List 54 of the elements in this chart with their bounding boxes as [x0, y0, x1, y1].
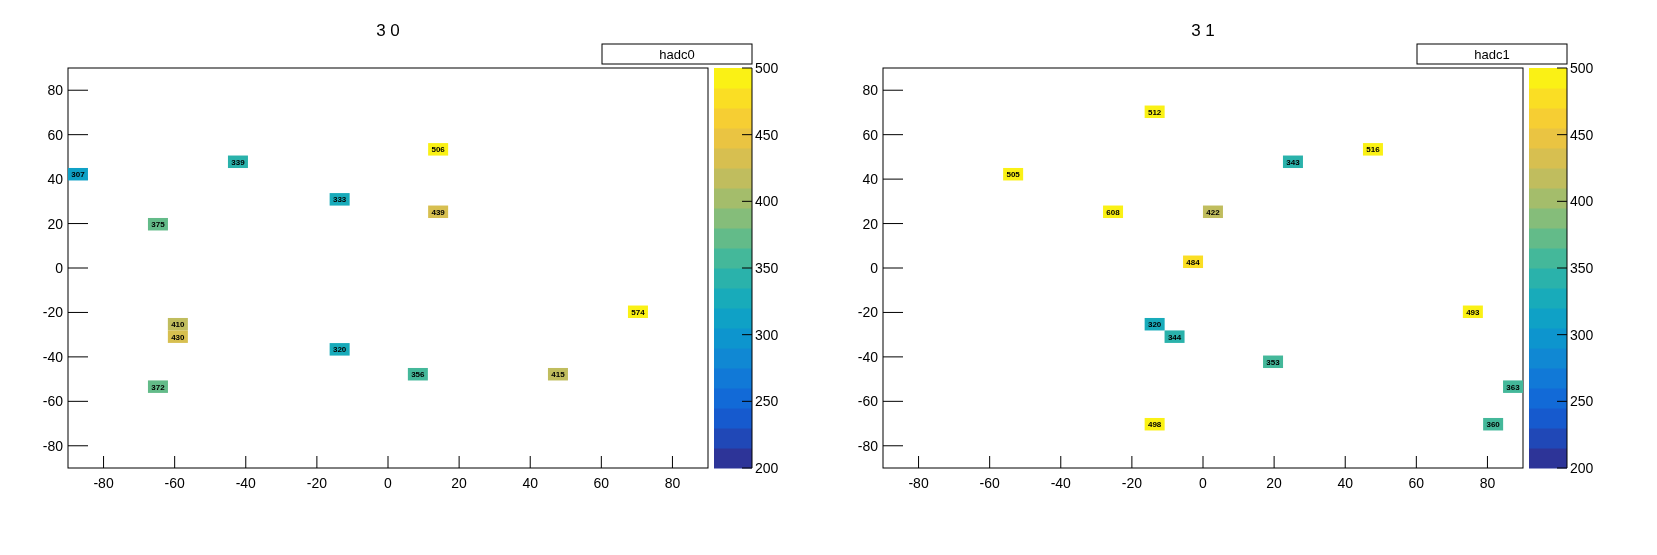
y-tick-label: -20 — [42, 304, 64, 321]
color-bar-label: 200 — [755, 460, 779, 476]
color-bar-label: 450 — [755, 126, 779, 143]
x-tick-label: -60 — [164, 475, 185, 491]
x-tick-label: 0 — [1199, 475, 1208, 491]
chart-title: 3 1 — [1191, 21, 1215, 40]
y-tick-label: 80 — [862, 82, 879, 99]
y-tick-label: 0 — [870, 260, 879, 276]
color-bar-label: 400 — [755, 193, 779, 210]
x-tick-label: -80 — [908, 475, 929, 491]
y-tick-label: 0 — [55, 260, 64, 276]
chart-title: 3 0 — [376, 21, 400, 40]
x-tick-label: -40 — [235, 475, 257, 491]
x-tick-label: -20 — [1121, 475, 1143, 491]
y-tick-label: -60 — [857, 393, 879, 410]
text: hadc0 — [659, 47, 695, 62]
x-tick-label: 20 — [1266, 475, 1283, 491]
x-tick-label: -20 — [306, 475, 328, 491]
y-tick-label: -60 — [42, 393, 64, 410]
y-tick-label: 80 — [47, 82, 64, 99]
y-tick-label: 20 — [862, 215, 879, 232]
y-tick-label: 60 — [47, 126, 64, 143]
text: hadc1 — [1474, 47, 1510, 62]
x-tick-label: -40 — [1050, 475, 1072, 491]
x-tick-label: 60 — [1408, 475, 1425, 491]
color-bar-label: 400 — [1570, 193, 1594, 210]
color-bar-label: 200 — [1570, 460, 1594, 476]
y-tick-label: -40 — [42, 348, 64, 365]
y-tick-label: -80 — [857, 437, 879, 454]
color-bar-label: 450 — [1570, 126, 1594, 143]
color-bar-label: 500 — [1570, 60, 1594, 76]
y-tick-label: 20 — [47, 215, 64, 232]
color-bar-label: 250 — [1570, 393, 1594, 410]
color-bar-label: 300 — [755, 326, 779, 343]
x-tick-label: 20 — [451, 475, 468, 491]
color-bar-label: 300 — [1570, 326, 1594, 343]
y-tick-label: 40 — [47, 171, 64, 188]
x-tick-label: -60 — [979, 475, 1000, 491]
y-tick-label: 60 — [862, 126, 879, 143]
x-tick-label: 40 — [522, 475, 539, 491]
x-tick-label: 0 — [384, 475, 393, 491]
x-tick-label: 60 — [593, 475, 610, 491]
color-bar-label: 250 — [755, 393, 779, 410]
color-bar-label: 500 — [755, 60, 779, 76]
y-tick-label: 40 — [862, 171, 879, 188]
color-bar-label: 350 — [755, 260, 779, 276]
color-bar-label: 350 — [1570, 260, 1594, 276]
x-tick-label: 40 — [1337, 475, 1354, 491]
y-tick-label: -20 — [857, 304, 879, 321]
x-tick-label: 80 — [664, 475, 681, 491]
y-tick-label: -40 — [857, 348, 879, 365]
x-tick-label: -80 — [93, 475, 114, 491]
x-tick-label: 80 — [1479, 475, 1496, 491]
y-tick-label: -80 — [42, 437, 64, 454]
